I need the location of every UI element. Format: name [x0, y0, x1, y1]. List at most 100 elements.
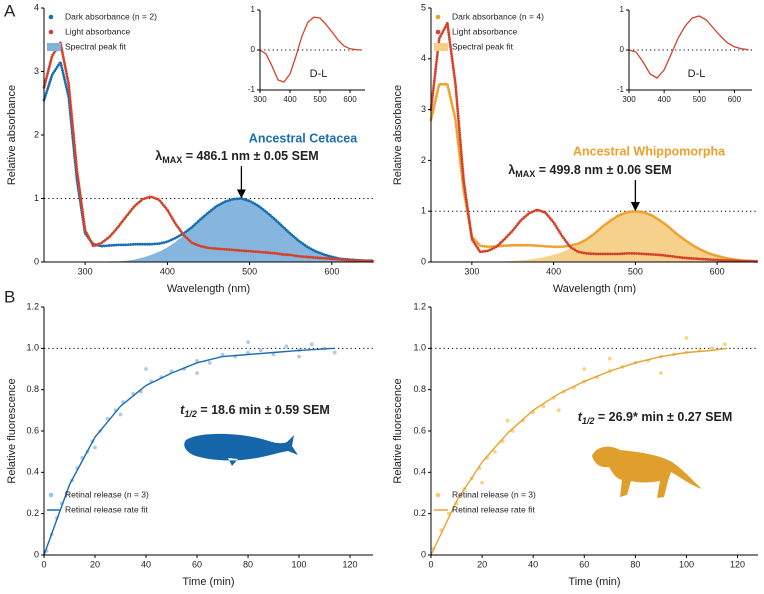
y-tick-label: 4 — [421, 53, 426, 63]
x-tick-label: 40 — [141, 559, 151, 569]
legend-swatch — [48, 14, 54, 20]
y-tick-label: -1 — [248, 85, 256, 94]
legend-swatch — [435, 29, 441, 35]
inset-background — [238, 4, 371, 104]
legend-swatch — [48, 492, 54, 498]
y-tick-label: 1 — [251, 5, 256, 14]
x-tick-label: 40 — [528, 559, 538, 569]
y-tick-label: 0 — [421, 549, 426, 559]
x-tick-label: 400 — [546, 266, 561, 276]
y-axis-label: Relative fluorescence — [392, 378, 404, 483]
y-tick-label: 0.8 — [26, 384, 39, 394]
inset: -1 0 1 300 400 500 600 D-L — [607, 4, 758, 104]
x-tick-label: 80 — [243, 559, 253, 569]
y-tick-label: 0 — [34, 256, 39, 266]
y-tick-label: 3 — [34, 66, 39, 76]
y-tick-label: -1 — [617, 85, 625, 94]
x-tick-label: 120 — [343, 559, 358, 569]
legend-swatch — [48, 29, 54, 35]
annotation-title: Ancestral Cetacea — [249, 131, 358, 145]
legend-label: Retinal release rate fit — [452, 504, 535, 514]
inset-background — [607, 4, 758, 104]
data-point — [246, 340, 250, 345]
y-tick-label: 3 — [421, 104, 426, 114]
y-tick-label: 0 — [620, 45, 625, 54]
y-tick-label: 0.6 — [413, 425, 426, 435]
annotation-subscript: MAX — [162, 155, 182, 165]
annotation-text: = 26.9* min ± 0.27 SEM — [594, 410, 732, 424]
x-tick-label: 500 — [242, 266, 257, 276]
plot: 0 0.2 0.4 0.6 0.8 1.0 1.2 0 20 40 60 80 100 120 Time (… — [6, 301, 373, 588]
data-point — [480, 480, 484, 485]
plot: 0 0.2 0.4 0.6 0.8 1.0 1.2 0 20 40 60 80 100 120 Time (… — [392, 301, 758, 588]
line — [259, 16, 363, 83]
annotation-symbol: t — [578, 410, 583, 424]
whippomorph-silhouette — [592, 446, 702, 498]
legend-label: Light absorbance — [452, 26, 517, 36]
annotation-text: = 499.8 nm ± 0.06 SEM — [535, 163, 671, 177]
x-tick-label: 300 — [78, 266, 93, 276]
y-tick-label: 0 — [421, 256, 426, 266]
legend-swatch — [47, 43, 61, 51]
annotation-subscript: 1/2 — [184, 409, 197, 419]
y-tick-label: 1.0 — [413, 343, 426, 353]
absorbance-trace — [42, 41, 375, 263]
absorbance-trace — [429, 21, 760, 263]
data-point — [297, 354, 301, 359]
y-tick-label: 1.2 — [413, 301, 426, 311]
x-tick-label: 400 — [283, 95, 297, 104]
data-point — [505, 418, 510, 423]
x-tick-label: 0 — [428, 559, 433, 569]
inset-label: D-L — [688, 68, 706, 80]
data-point — [284, 344, 289, 349]
y-tick-label: 0.8 — [413, 384, 426, 394]
inset-label: D-L — [310, 68, 328, 80]
y-tick-label: 2 — [34, 129, 39, 139]
annotation-subscript: MAX — [515, 169, 535, 179]
x-axis-label: Wavelength (nm) — [553, 283, 636, 295]
legend-label: Dark absorbance (n = 2) — [65, 11, 157, 21]
data-point — [541, 404, 546, 409]
annotation-subscript: 1/2 — [582, 416, 595, 426]
data-point — [332, 350, 337, 355]
y-tick-label: 0.2 — [413, 508, 426, 518]
data-point — [271, 352, 276, 357]
x-tick-label: 60 — [579, 559, 589, 569]
legend-label: Retinal release (n = 3) — [452, 489, 536, 499]
annotation: λMAX = 486.1 nm ± 0.05 SEM — [155, 149, 318, 165]
x-tick-label: 0 — [41, 559, 46, 569]
data-point — [710, 346, 714, 351]
data-point — [93, 445, 97, 450]
data-point — [556, 408, 561, 413]
data-point — [722, 342, 727, 347]
y-tick-label: 0 — [251, 45, 256, 54]
data-point — [207, 360, 212, 365]
annotation-symbol: λ — [508, 163, 515, 177]
y-axis-label: Relative fluorescence — [6, 378, 18, 483]
x-tick-label: 100 — [292, 559, 307, 569]
y-tick-label: 1 — [34, 193, 39, 203]
annotation-symbol: t — [180, 403, 185, 417]
x-tick-label: 500 — [628, 266, 643, 276]
legend-label: Retinal release (n = 3) — [65, 489, 149, 499]
annotation: λMAX = 499.8 nm ± 0.06 SEM — [508, 163, 671, 179]
annotation-text: = 486.1 nm ± 0.05 SEM — [182, 149, 318, 163]
legend-label: Dark absorbance (n = 4) — [452, 11, 544, 21]
line — [628, 15, 749, 79]
x-tick-label: 20 — [477, 559, 487, 569]
y-tick-label: 0 — [34, 549, 39, 559]
data-point — [246, 350, 250, 355]
data-point — [582, 367, 587, 371]
data-point — [144, 367, 148, 371]
annotation-text: = 18.6 min ± 0.59 SEM — [197, 403, 330, 417]
x-tick-label: 60 — [192, 559, 202, 569]
y-tick-label: 5 — [421, 2, 426, 12]
data-point — [118, 412, 123, 417]
legend-swatch — [435, 14, 441, 20]
data-point — [684, 336, 689, 340]
data-point — [195, 371, 199, 376]
y-tick-label: 1.0 — [26, 343, 39, 353]
x-tick-label: 500 — [693, 95, 707, 104]
